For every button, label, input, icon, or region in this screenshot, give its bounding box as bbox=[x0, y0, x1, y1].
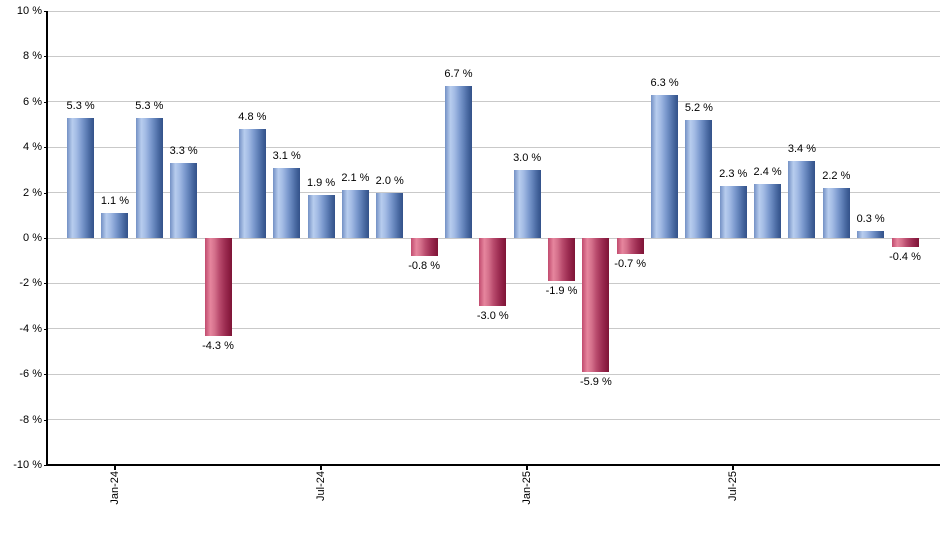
x-axis-tick-mark bbox=[113, 464, 116, 470]
y-axis-tick-label: -10 % bbox=[13, 459, 42, 471]
x-axis-tick-label: Jul-24 bbox=[315, 471, 328, 501]
bar-value-label: -3.0 % bbox=[476, 310, 509, 323]
bar-negative bbox=[548, 238, 575, 282]
x-axis-line bbox=[46, 464, 940, 466]
y-axis-tick-label: -2 % bbox=[19, 277, 42, 290]
x-axis-tick-label: Jul-25 bbox=[727, 471, 740, 501]
bar-positive bbox=[685, 119, 713, 238]
bar-positive bbox=[651, 94, 679, 238]
bar-value-label: 2.4 % bbox=[753, 165, 782, 178]
y-axis-tick-label: -8 % bbox=[19, 413, 42, 426]
bar-negative bbox=[891, 238, 919, 248]
bar-positive bbox=[238, 129, 266, 238]
y-axis-tick-label: 6 % bbox=[23, 95, 42, 108]
bar-positive bbox=[101, 213, 129, 238]
y-axis-tick-label: -4 % bbox=[19, 322, 42, 335]
y-gridline bbox=[48, 10, 940, 12]
bar-value-label: 3.3 % bbox=[169, 145, 198, 158]
bar-positive bbox=[135, 117, 163, 238]
bar-value-label: 6.3 % bbox=[650, 76, 679, 89]
bar-positive bbox=[376, 192, 404, 238]
x-axis-tick-mark bbox=[732, 464, 735, 470]
bar-positive bbox=[822, 188, 850, 238]
y-gridline bbox=[48, 146, 940, 148]
bar-value-label: 2.1 % bbox=[341, 172, 370, 185]
bar-negative bbox=[582, 238, 610, 372]
y-gridline bbox=[48, 192, 940, 194]
bar-positive bbox=[444, 85, 472, 238]
y-gridline bbox=[48, 55, 940, 57]
bar-negative bbox=[410, 238, 438, 257]
bar-positive bbox=[67, 117, 95, 238]
x-axis-tick-mark bbox=[526, 464, 529, 470]
y-gridline bbox=[48, 328, 940, 330]
y-axis-tick-label: 0 % bbox=[23, 232, 42, 244]
x-axis-tick-label: Jan-24 bbox=[108, 471, 121, 505]
x-axis-tick-label: Jan-25 bbox=[521, 471, 534, 505]
y-axis-tick-label: -6 % bbox=[19, 368, 42, 381]
bar-value-label: -0.4 % bbox=[889, 251, 921, 264]
y-axis-tick-label: 8 % bbox=[23, 50, 42, 63]
bar-positive bbox=[273, 167, 301, 238]
bar-value-label: 5.3 % bbox=[135, 99, 164, 112]
bar-value-label: 2.2 % bbox=[822, 170, 851, 183]
y-axis-tick-label: 4 % bbox=[23, 141, 42, 154]
bar-value-label: -0.7 % bbox=[614, 257, 647, 270]
bar-value-label: 3.1 % bbox=[272, 149, 301, 162]
bar-value-label: 3.4 % bbox=[787, 142, 816, 155]
bar-value-label: 1.1 % bbox=[100, 195, 129, 208]
bar-value-label: 5.2 % bbox=[684, 101, 713, 114]
bar-value-label: 0.3 % bbox=[856, 213, 885, 226]
y-axis-tick-label: 2 % bbox=[23, 186, 42, 199]
y-gridline bbox=[48, 373, 940, 375]
bar-positive bbox=[719, 185, 747, 238]
bar-positive bbox=[307, 194, 335, 238]
y-gridline bbox=[48, 101, 940, 103]
bar-positive bbox=[754, 183, 782, 238]
bar-value-label: 4.8 % bbox=[238, 111, 267, 124]
y-axis-tick-label: 10 % bbox=[16, 5, 42, 17]
bar-value-label: -1.9 % bbox=[545, 285, 578, 298]
bar-positive bbox=[857, 231, 885, 238]
y-axis-line bbox=[46, 11, 48, 466]
bar-value-label: 6.7 % bbox=[444, 67, 473, 80]
bar-negative bbox=[616, 238, 644, 254]
x-axis-tick-mark bbox=[320, 464, 323, 470]
bar-positive bbox=[513, 169, 541, 238]
bar-positive bbox=[341, 190, 369, 238]
bar-value-label: -0.8 % bbox=[408, 260, 440, 273]
bar-positive bbox=[170, 163, 198, 238]
bar-value-label: -5.9 % bbox=[579, 375, 612, 388]
bar-value-label: 2.3 % bbox=[719, 167, 748, 180]
bar-value-label: 2.0 % bbox=[375, 174, 404, 187]
bar-value-label: 1.9 % bbox=[306, 176, 336, 189]
y-gridline bbox=[48, 419, 940, 421]
bar-negative bbox=[204, 238, 232, 336]
bar-negative bbox=[479, 238, 507, 307]
bar-value-label: 3.0 % bbox=[513, 151, 542, 164]
bar-positive bbox=[788, 160, 816, 238]
bar-value-label: 5.3 % bbox=[66, 99, 95, 112]
bar-value-label: -4.3 % bbox=[202, 339, 234, 352]
